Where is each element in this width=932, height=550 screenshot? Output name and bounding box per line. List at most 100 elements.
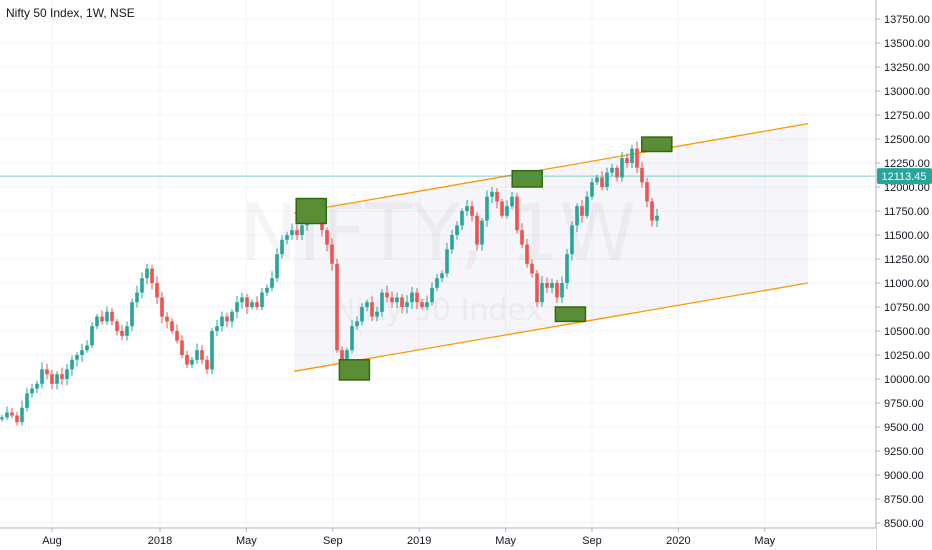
candle-body — [60, 374, 64, 379]
annotation-box[interactable] — [641, 136, 673, 153]
candle-body — [650, 201, 654, 221]
candle — [55, 371, 59, 390]
candle — [550, 278, 554, 294]
candle — [485, 190, 489, 227]
candle-body — [510, 196, 514, 207]
candle-body — [410, 292, 414, 303]
time-tick-label: May — [495, 535, 516, 547]
candle — [70, 355, 74, 376]
grid-lines — [0, 0, 876, 528]
candle — [580, 199, 584, 223]
annotation-box[interactable] — [554, 306, 587, 323]
price-tick-label: 12000.00 — [884, 182, 930, 194]
candle — [565, 248, 569, 290]
candle-body — [330, 244, 334, 264]
candle — [585, 191, 589, 219]
annotation-box[interactable] — [338, 359, 371, 381]
time-tick-label: Sep — [323, 535, 343, 547]
candle-body — [240, 297, 244, 303]
annotation-box[interactable] — [511, 169, 543, 188]
channel-upper-line[interactable] — [293, 122, 809, 214]
candle — [300, 221, 304, 241]
candle-body — [260, 292, 264, 307]
candle — [220, 311, 224, 332]
candle-body — [405, 302, 409, 307]
candle-body — [80, 350, 84, 355]
candle-body — [380, 292, 384, 312]
price-tick-label: 13000.00 — [884, 86, 930, 98]
candle — [625, 153, 629, 168]
candle-body — [155, 283, 159, 298]
candle-body — [160, 297, 164, 317]
candle — [370, 296, 374, 322]
candle — [530, 259, 534, 278]
annotation-boxes[interactable] — [295, 136, 673, 381]
candle-body — [620, 158, 624, 178]
price-tick-label: 12250.00 — [884, 158, 930, 170]
candle — [60, 367, 64, 385]
candle — [10, 407, 14, 419]
candle-body — [360, 307, 364, 322]
candle-body — [585, 196, 589, 216]
candle — [215, 319, 219, 337]
candle — [130, 298, 134, 332]
candle-body — [270, 278, 274, 288]
candle — [505, 200, 509, 219]
candle-body — [150, 268, 154, 283]
last-price-badge-bg — [877, 168, 932, 185]
candle-body — [185, 355, 189, 365]
candle-body — [25, 393, 29, 408]
candle-body — [70, 359, 74, 370]
candle — [465, 199, 469, 217]
candle-body — [30, 388, 34, 394]
candle — [85, 340, 89, 353]
candle — [615, 165, 619, 182]
candle — [380, 289, 384, 317]
candle-body — [220, 316, 224, 327]
symbol-header[interactable]: Nifty 50 Index, 1W, NSE — [6, 6, 135, 20]
candle — [490, 186, 494, 204]
channel-drawing[interactable] — [293, 122, 809, 372]
candle — [280, 235, 284, 259]
time-axis[interactable]: Aug 2018 May Sep 2019 May Sep 2020 May — [42, 528, 776, 547]
candle-body — [440, 273, 444, 279]
candle — [520, 223, 524, 249]
candle-body — [505, 206, 509, 216]
candle — [640, 161, 644, 188]
price-tick-label: 12750.00 — [884, 110, 930, 122]
candle — [590, 178, 594, 200]
candle-body — [445, 249, 449, 274]
candle-body — [20, 407, 24, 423]
candle — [190, 356, 194, 369]
candle — [440, 270, 444, 282]
candle-body — [285, 235, 289, 240]
candle-body — [470, 206, 474, 216]
price-tick-label: 10500.00 — [884, 326, 930, 338]
candle — [360, 303, 364, 326]
candle-body — [500, 201, 504, 216]
channel-lower-line[interactable] — [293, 282, 809, 372]
candle-body — [15, 415, 19, 423]
candle-body — [545, 283, 549, 288]
candle — [260, 287, 264, 310]
candle-body — [610, 167, 614, 173]
price-tick-label: 9500.00 — [884, 422, 924, 434]
candle — [500, 199, 504, 219]
candle — [135, 285, 139, 308]
annotation-box[interactable] — [295, 197, 327, 225]
candle — [385, 285, 389, 303]
candle-body — [205, 359, 209, 370]
price-axis[interactable]: 13750.00 13500.00 13250.00 13000.00 12750.00… — [876, 14, 930, 530]
candle — [425, 295, 429, 310]
candle — [650, 198, 654, 227]
candle-body — [235, 302, 239, 312]
candle — [5, 406, 9, 421]
candle — [435, 273, 439, 292]
price-tick-label: 10000.00 — [884, 374, 930, 386]
candle — [235, 296, 239, 319]
candle — [245, 293, 249, 314]
price-tick-label: 10750.00 — [884, 302, 930, 314]
candle-body — [565, 254, 569, 283]
candle — [375, 307, 379, 322]
